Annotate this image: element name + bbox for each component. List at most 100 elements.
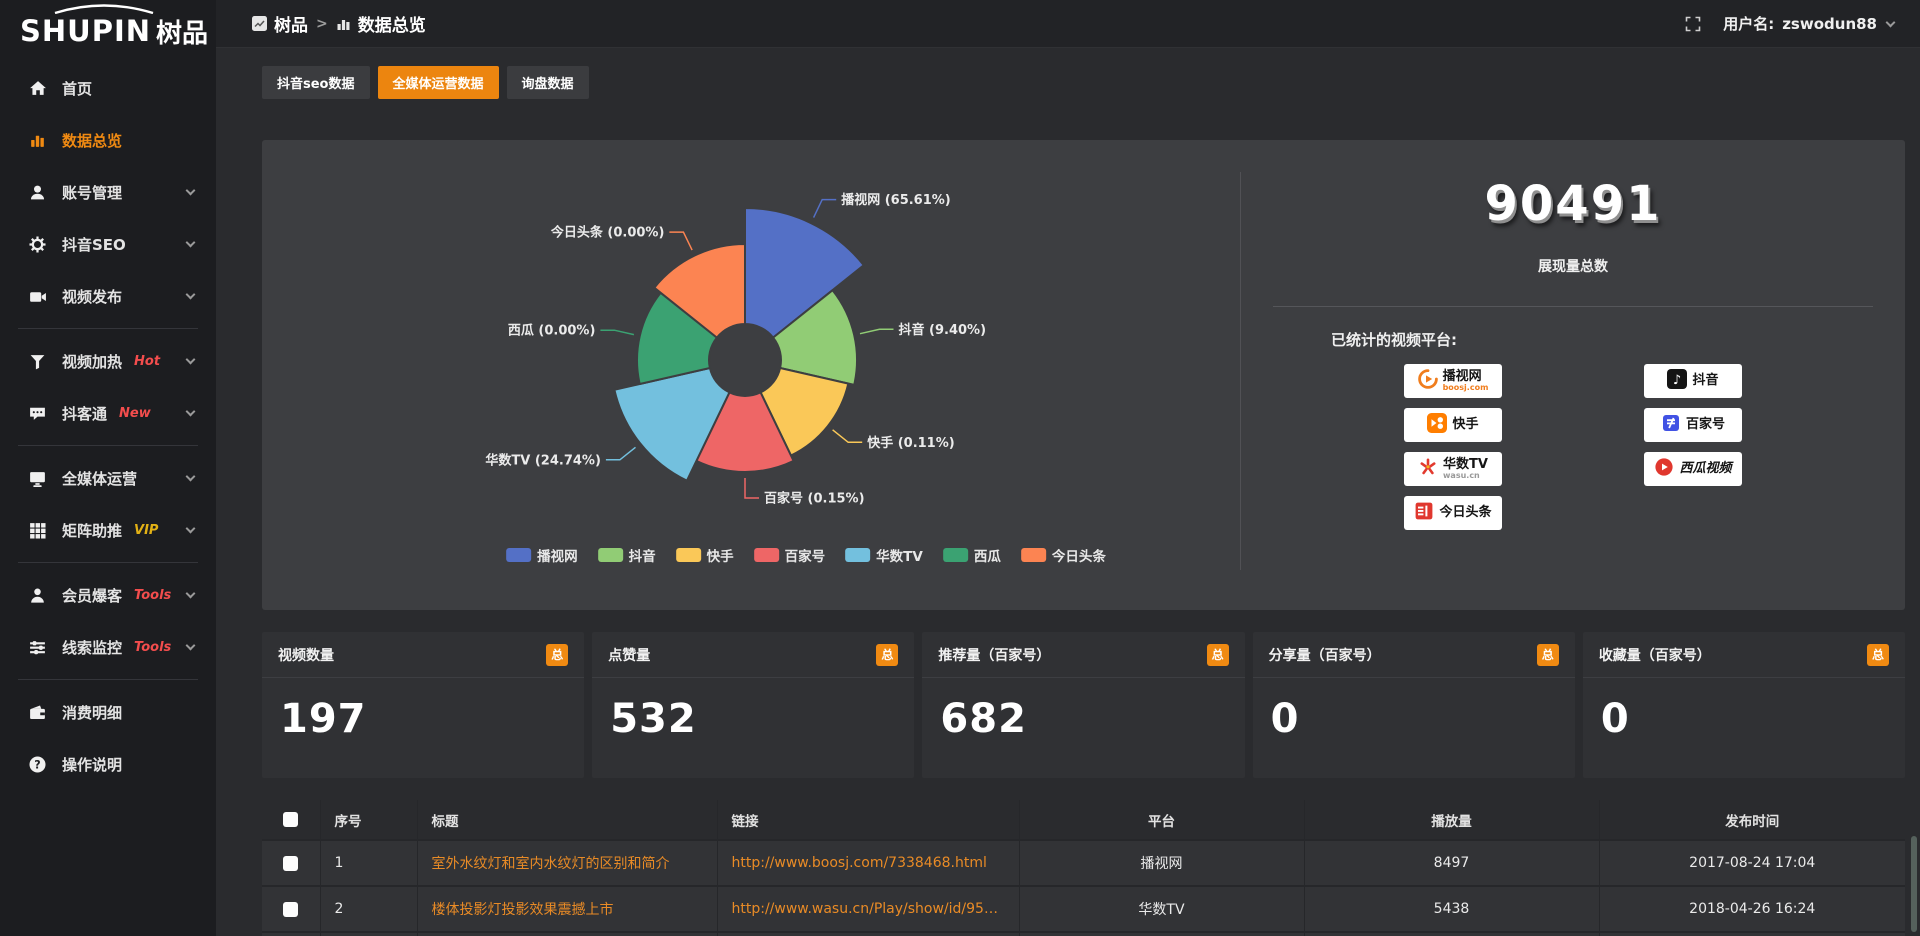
platform-badge-baijiahao: 百家号	[1644, 408, 1742, 442]
sidebar-item-badge: VIP	[134, 522, 159, 538]
scrollbar-thumb[interactable]	[1911, 836, 1917, 932]
cell-title[interactable]	[417, 931, 718, 936]
cell-title[interactable]: 楼体投影灯投影效果震撼上市	[417, 885, 718, 932]
cell-link[interactable]	[717, 931, 1020, 936]
tab-media-operation-data[interactable]: 全媒体运营数据	[377, 66, 499, 99]
summary-side: 90491 展现量总数 已统计的视频平台: 播视网 boosj.com ♪ 抖音 快手 百…	[1241, 140, 1905, 610]
video-table: 序号 标题 链接 平台 播放量 发布时间 1 室外水纹灯和室内水纹灯的区别和简介 http:/…	[262, 800, 1905, 936]
total-badge: 总	[876, 643, 899, 666]
platform-badge-toutiao: 今日头条	[1404, 496, 1502, 530]
stat-card-header: 视频数量 总	[262, 632, 585, 678]
stat-card-value: 197	[280, 696, 367, 742]
row-checkbox[interactable]	[283, 855, 299, 871]
breadcrumb-separator: >	[316, 15, 328, 32]
table-row	[262, 931, 1905, 936]
pie-slice-3[interactable]	[759, 367, 850, 457]
pie-slice-1[interactable]	[744, 207, 865, 339]
username-label: 用户名:	[1723, 15, 1775, 33]
stat-card-value: 0	[1270, 696, 1300, 742]
topbar-right: 用户名: zswodun88	[1685, 13, 1896, 34]
platform-name: 抖音	[1692, 373, 1719, 389]
sidebar-item-label: 操作说明	[62, 755, 123, 774]
platform-name: 西瓜视频	[1679, 461, 1732, 477]
chevron-down-icon	[185, 588, 196, 598]
sidebar-item-matrix-boost[interactable]: 矩阵助推 VIP	[0, 504, 216, 556]
stat-card-header: 推荐量（百家号） 总	[922, 632, 1245, 678]
legend-swatch	[597, 548, 623, 562]
cell-link[interactable]: http://www.boosj.com/7338468.html	[717, 839, 1020, 886]
legend-item-3[interactable]: 快手	[675, 545, 734, 565]
user-menu[interactable]: 用户名: zswodun88	[1723, 13, 1896, 34]
chevron-down-icon	[185, 237, 196, 247]
sidebar-item-label: 会员爆客	[62, 586, 123, 605]
select-all-checkbox[interactable]	[283, 812, 299, 827]
svg-text:?: ?	[34, 758, 40, 771]
pie-label-line	[812, 198, 837, 218]
cell-title[interactable]: 室外水纹灯和室内水纹灯的区别和简介	[417, 839, 718, 886]
pie-slice-2[interactable]	[772, 289, 859, 386]
stat-card-value: 532	[610, 696, 697, 742]
total-badge: 总	[1867, 643, 1890, 666]
legend-item-7[interactable]: 今日头条	[1020, 545, 1106, 565]
legend-item-6[interactable]: 西瓜	[942, 545, 1001, 565]
fullscreen-icon	[1685, 16, 1701, 31]
wasu-logo-icon	[1418, 457, 1438, 481]
legend-swatch	[506, 548, 532, 562]
platform-name: 华数TV	[1443, 456, 1488, 472]
cell-views	[1304, 931, 1600, 936]
cell-no: 1	[320, 839, 418, 886]
pie-label: 抖音 (9.40%)	[899, 322, 987, 338]
sidebar-item-member-baoke[interactable]: 会员爆客 Tools	[0, 569, 216, 621]
sidebar-item-douketong[interactable]: 抖客通 New	[0, 387, 216, 439]
pie-label-line	[605, 446, 636, 461]
legend-item-5[interactable]: 华数TV	[845, 545, 923, 565]
pie-slice-5[interactable]	[613, 367, 731, 482]
select-all-header	[262, 800, 321, 840]
sidebar-item-label: 消费明细	[62, 703, 123, 722]
sidebar-item-label: 首页	[62, 79, 93, 98]
sidebar-item-account-manage[interactable]: 账号管理	[0, 166, 216, 218]
total-impressions-label: 展现量总数	[1538, 259, 1608, 275]
stat-card-4: 分享量（百家号） 总 0	[1252, 632, 1575, 778]
platform-badge-boosj: 播视网 boosj.com	[1404, 364, 1502, 398]
stat-card-3: 推荐量（百家号） 总 682	[922, 632, 1245, 778]
sidebar-item-media-operation[interactable]: 全媒体运营	[0, 452, 216, 504]
row-checkbox[interactable]	[283, 901, 299, 917]
cell-link[interactable]: http://www.wasu.cn/Play/show/id/952...	[717, 885, 1020, 932]
sliders-icon	[28, 638, 47, 657]
username-value: zswodun88	[1782, 14, 1877, 33]
sidebar-item-video-heat[interactable]: 视频加热 Hot	[0, 335, 216, 387]
pie-label: 华数TV (24.74%)	[485, 452, 600, 468]
pie-label-line	[744, 478, 759, 499]
legend-item-2[interactable]: 抖音	[597, 545, 656, 565]
sidebar-item-consume-detail[interactable]: 消费明细	[0, 686, 216, 738]
pie-slice-7[interactable]	[653, 243, 746, 339]
legend-item-4[interactable]: 百家号	[753, 545, 825, 565]
cell-platform: 播视网	[1019, 839, 1305, 886]
chevron-down-icon	[185, 523, 196, 533]
cell-views: 8497	[1304, 839, 1600, 886]
pie-slice-6[interactable]	[636, 291, 718, 385]
table-row: 2 楼体投影灯投影效果震撼上市 http://www.wasu.cn/Play/sh…	[262, 885, 1905, 932]
pie-label: 播视网 (65.61%)	[841, 192, 951, 208]
sidebar-item-douyin-seo[interactable]: 抖音SEO	[0, 218, 216, 270]
breadcrumb-current[interactable]: 数据总览	[336, 11, 426, 36]
legend-label: 华数TV	[876, 549, 923, 565]
sidebar-item-data-overview[interactable]: 数据总览	[0, 114, 216, 166]
sidebar-item-video-publish[interactable]: 视频发布	[0, 270, 216, 322]
app-logo: SHUPIN 树品	[0, 0, 216, 62]
sidebar-item-clue-monitor[interactable]: 线索监控 Tools	[0, 621, 216, 673]
column-header: 播放量	[1304, 800, 1600, 840]
fullscreen-button[interactable]	[1685, 16, 1701, 32]
legend-item-1[interactable]: 播视网	[506, 545, 578, 565]
sidebar-item-help[interactable]: ? 操作说明	[0, 738, 216, 790]
cell-no: 2	[320, 885, 418, 932]
sidebar-item-home[interactable]: 首页	[0, 62, 216, 114]
platforms-grid: 播视网 boosj.com ♪ 抖音 快手 百家号 华数TV wasu.cn 西瓜视频 今日头条	[1241, 364, 1905, 530]
kuaishou-logo-icon	[1427, 413, 1448, 437]
column-header: 序号	[320, 800, 418, 840]
breadcrumb-root[interactable]: 树品	[252, 11, 308, 36]
tab-douyin-seo-data[interactable]: 抖音seo数据	[262, 66, 370, 99]
sidebar-item-label: 线索监控	[62, 638, 123, 657]
tab-inquiry-data[interactable]: 询盘数据	[506, 66, 589, 99]
